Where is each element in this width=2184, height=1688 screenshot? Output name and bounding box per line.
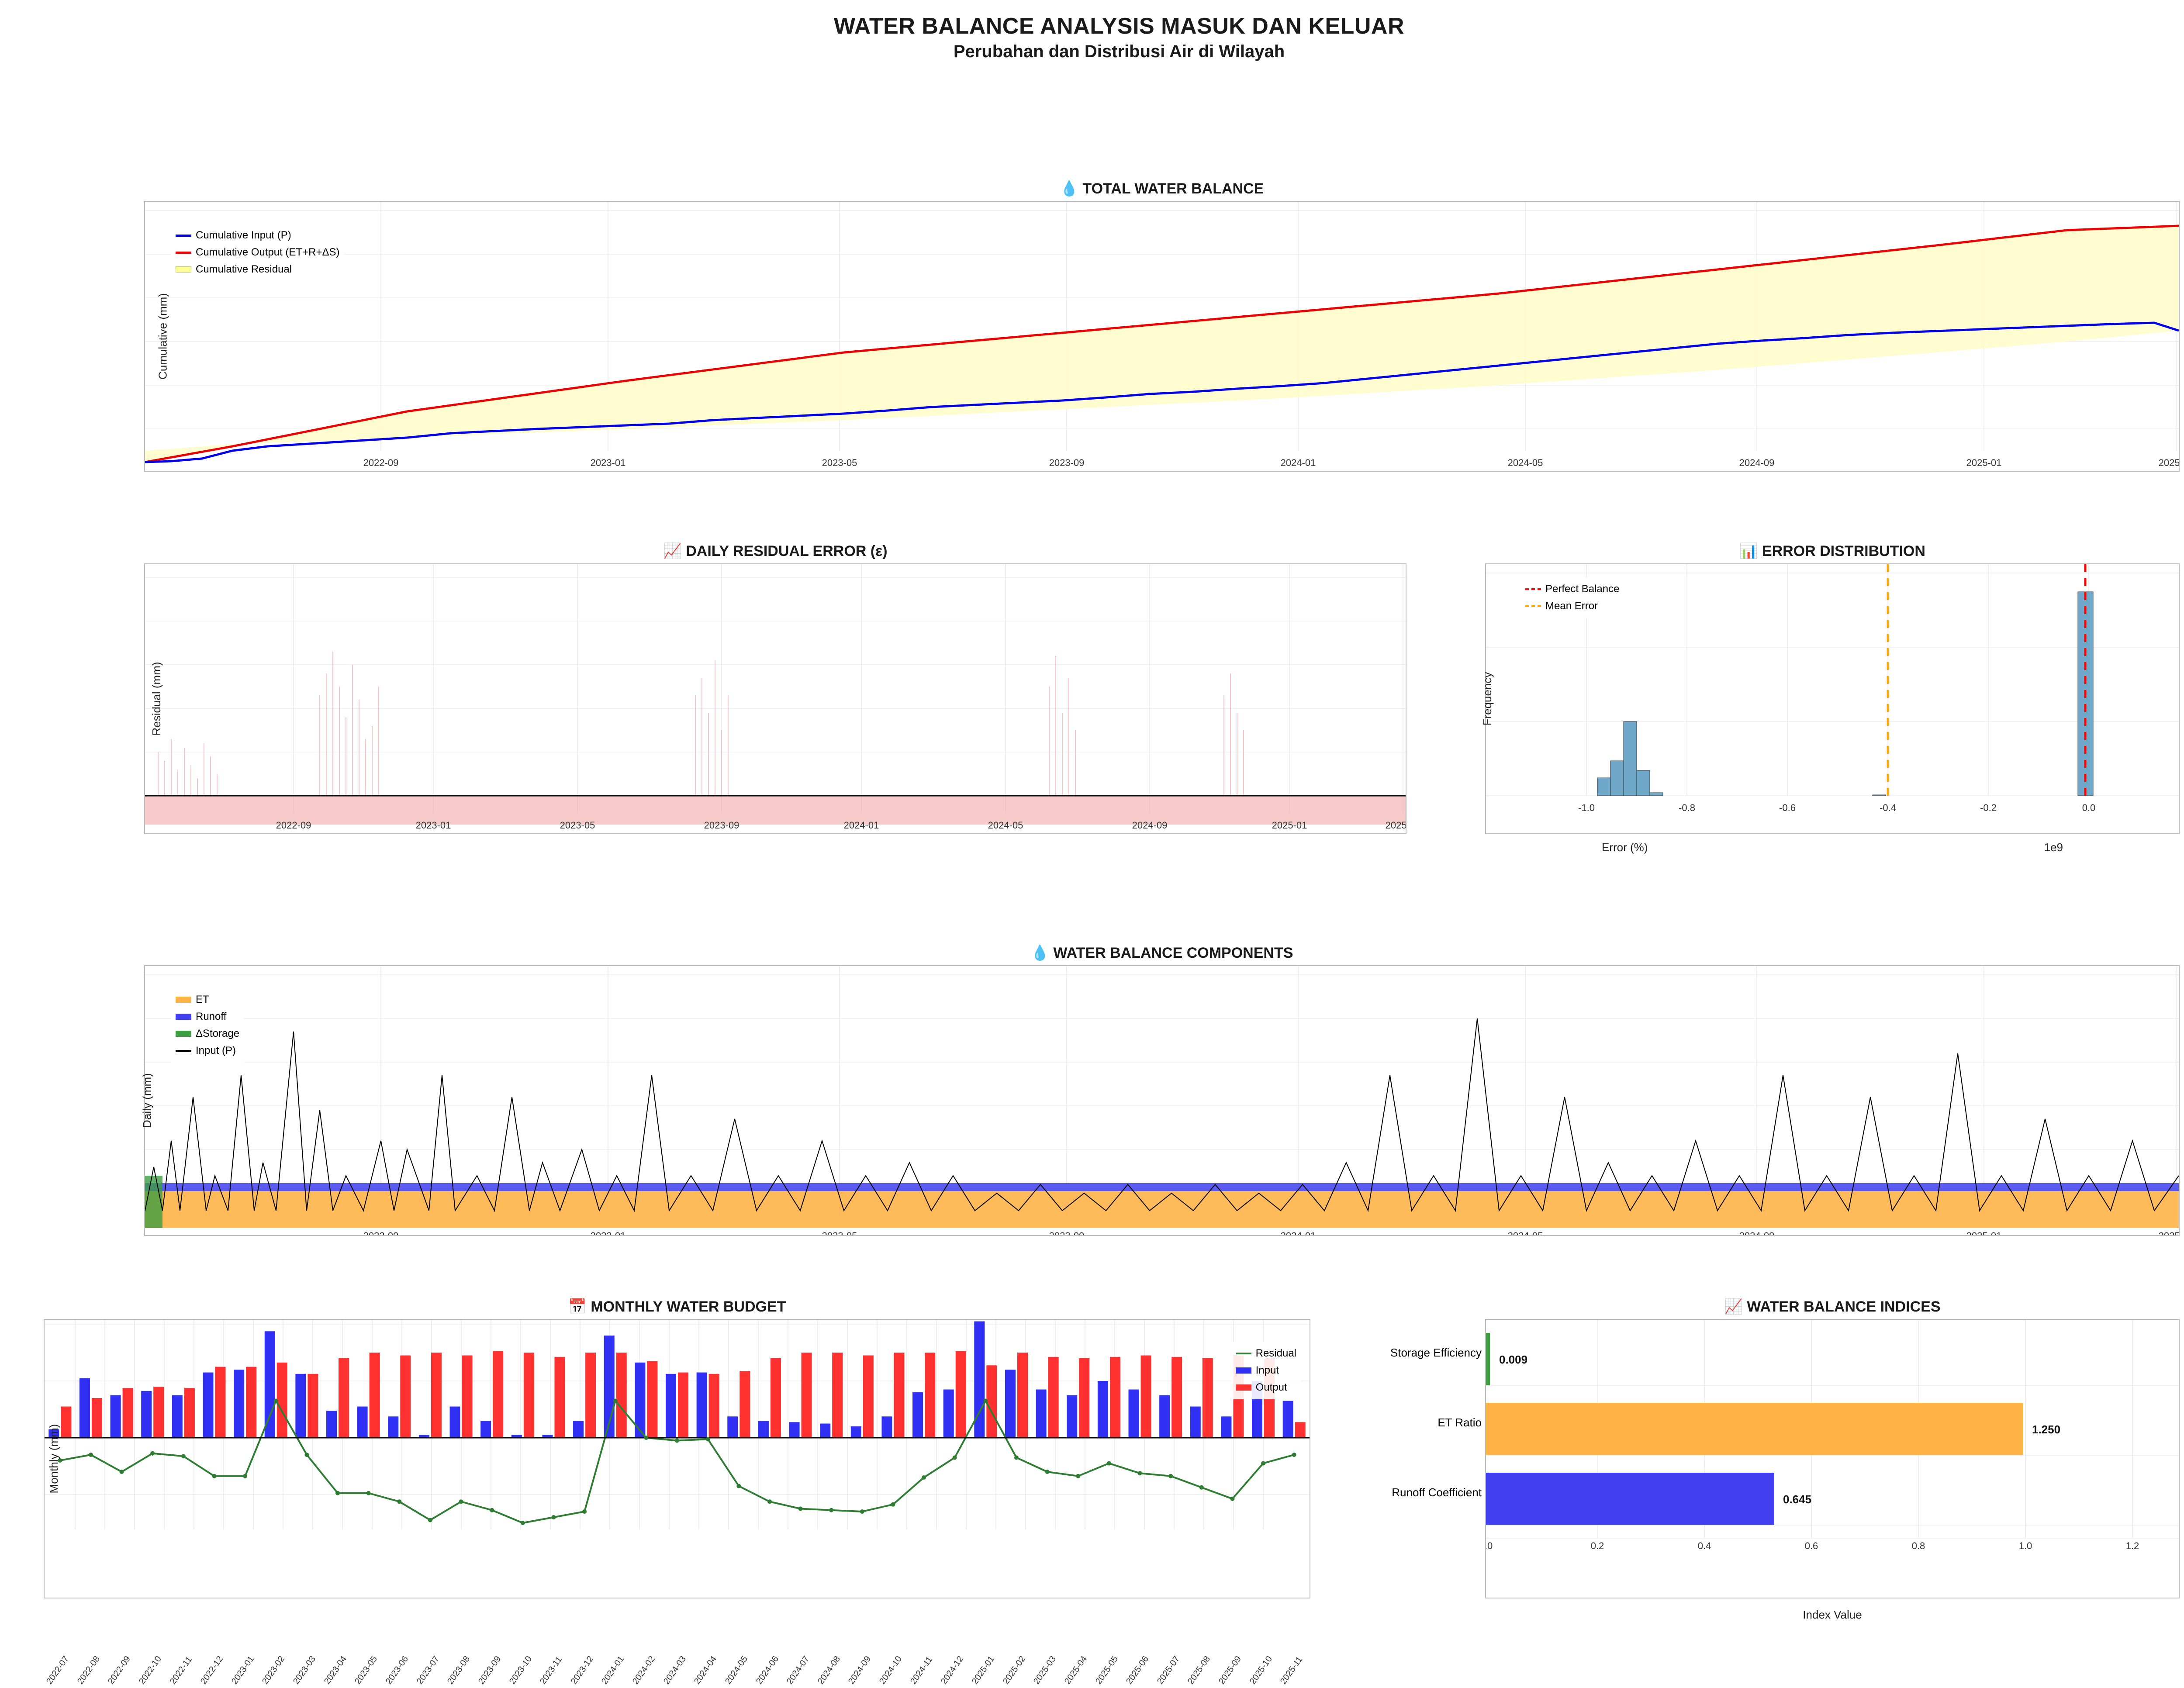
- svg-text:2025-01: 2025-01: [1966, 1230, 2002, 1235]
- water-balance-components-ylabel: Daily (mm): [140, 1073, 154, 1128]
- svg-text:2023-09: 2023-09: [1049, 1230, 1085, 1235]
- monthly-water-budget-ylabel: Monthly (mm): [47, 1424, 61, 1494]
- svg-text:2024-01: 2024-01: [1281, 1230, 1316, 1235]
- svg-text:2023-01: 2023-01: [591, 457, 626, 468]
- error-distribution-xlabel: Error (%) 1e9: [1486, 841, 2179, 854]
- svg-text:2024-01: 2024-01: [1281, 457, 1316, 468]
- page-main-title: WATER BALANCE ANALYSIS MASUK DAN KELUAR: [0, 0, 2184, 39]
- svg-text:2025-01: 2025-01: [1966, 457, 2002, 468]
- svg-text:2025-05: 2025-05: [1386, 820, 1406, 831]
- svg-text:-0.2: -0.2: [1980, 802, 1997, 813]
- svg-text:0.4: 0.4: [1698, 1540, 1711, 1551]
- svg-text:2022-09: 2022-09: [363, 1230, 399, 1235]
- svg-text:2024-09: 2024-09: [1739, 457, 1775, 468]
- svg-text:1.250: 1.250: [2032, 1423, 2060, 1436]
- error-distribution-legend: Perfect Balance Mean Error: [1521, 577, 1624, 618]
- svg-text:-1.0: -1.0: [1578, 802, 1595, 813]
- svg-text:0.8: 0.8: [1912, 1540, 1925, 1551]
- svg-text:2024-05: 2024-05: [1508, 457, 1543, 468]
- daily-residual-chart: -10 0 10 20 30 40 50 2022-09 2023-01 202…: [145, 564, 1406, 833]
- panel-water-balance-components: 💧 WATER BALANCE COMPONENTS Daily (mm): [144, 965, 2180, 1236]
- monthly-budget-legend: Residual Input Output: [1231, 1342, 1301, 1399]
- panel-daily-residual: 📈 DAILY RESIDUAL ERROR (ε) Residual (mm): [144, 563, 1406, 834]
- water-balance-components-chart: 0 10 20 30 40 50 60 2022-09 2023-01 2023…: [145, 966, 2179, 1235]
- water-balance-indices-ylabels: Storage Efficiency ET Ratio Runoff Coeff…: [1372, 1320, 1482, 1538]
- svg-text:0.2: 0.2: [1591, 1540, 1604, 1551]
- svg-text:2024-01: 2024-01: [844, 820, 879, 831]
- svg-text:2022-09: 2022-09: [363, 457, 399, 468]
- monthly-water-budget-title: 📅 MONTHLY WATER BUDGET: [45, 1298, 1310, 1315]
- total-water-balance-title: 💧 TOTAL WATER BALANCE: [145, 180, 2179, 197]
- panel-error-distribution: 📊 ERROR DISTRIBUTION Frequency Error (%)…: [1485, 563, 2180, 834]
- svg-text:0.0: 0.0: [1486, 1540, 1493, 1551]
- svg-text:0.645: 0.645: [1783, 1493, 1811, 1506]
- svg-text:2022-09: 2022-09: [276, 820, 311, 831]
- svg-text:-0.8: -0.8: [1679, 802, 1695, 813]
- svg-text:0.6: 0.6: [1805, 1540, 1818, 1551]
- svg-text:0.0: 0.0: [2082, 802, 2096, 813]
- water-balance-indices-xlabel: Index Value: [1486, 1608, 2179, 1622]
- svg-text:0.009: 0.009: [1499, 1353, 1527, 1366]
- water-balance-components-title: 💧 WATER BALANCE COMPONENTS: [145, 944, 2179, 962]
- panel-monthly-water-budget: 📅 MONTHLY WATER BUDGET Monthly (mm): [44, 1319, 1310, 1598]
- total-balance-ylabel: Cumulative (mm): [156, 293, 169, 380]
- svg-text:2024-05: 2024-05: [988, 820, 1023, 831]
- svg-text:2023-05: 2023-05: [822, 457, 857, 468]
- svg-text:-0.6: -0.6: [1779, 802, 1796, 813]
- page-sub-title: Perubahan dan Distribusi Air di Wilayah: [0, 42, 2184, 62]
- svg-text:2024-09: 2024-09: [1132, 820, 1168, 831]
- daily-residual-ylabel: Residual (mm): [150, 662, 163, 735]
- error-distribution-ylabel: Frequency: [1481, 672, 1494, 726]
- monthly-water-budget-chart: -200 0 200 400: [45, 1320, 1310, 1551]
- svg-text:2023-09: 2023-09: [704, 820, 740, 831]
- water-balance-components-legend: ET Runoff ΔStorage Input (P): [171, 988, 244, 1063]
- svg-text:2025-05: 2025-05: [2159, 1230, 2179, 1235]
- svg-text:2023-05: 2023-05: [822, 1230, 857, 1235]
- svg-text:2023-05: 2023-05: [560, 820, 595, 831]
- svg-text:1.2: 1.2: [2126, 1540, 2139, 1551]
- total-balance-legend: Cumulative Input (P) Cumulative Output (…: [171, 224, 344, 281]
- svg-text:1.0: 1.0: [2019, 1540, 2032, 1551]
- svg-text:2024-09: 2024-09: [1739, 1230, 1775, 1235]
- water-balance-indices-chart: 0.009 1.250 0.645 0.0 0.2 0.4 0.6 0.8 1.…: [1486, 1320, 2179, 1551]
- svg-text:2024-05: 2024-05: [1508, 1230, 1543, 1235]
- panel-total-water-balance: 💧 TOTAL WATER BALANCE Cumulative (mm): [144, 201, 2180, 472]
- svg-text:2023-01: 2023-01: [416, 820, 451, 831]
- total-water-balance-chart: 12000 10000 8000 6000 4000 2000 0 2022-0…: [145, 202, 2179, 471]
- svg-text:2023-01: 2023-01: [591, 1230, 626, 1235]
- svg-text:2023-09: 2023-09: [1049, 457, 1085, 468]
- panel-water-balance-indices: 📈 WATER BALANCE INDICES Index Value 0.00…: [1485, 1319, 2180, 1598]
- svg-text:2025-05: 2025-05: [2159, 457, 2179, 468]
- error-distribution-title: 📊 ERROR DISTRIBUTION: [1486, 542, 2179, 560]
- svg-text:2025-01: 2025-01: [1272, 820, 1307, 831]
- dashboard-root: WATER BALANCE ANALYSIS MASUK DAN KELUAR …: [0, 0, 2184, 1688]
- daily-residual-title: 📈 DAILY RESIDUAL ERROR (ε): [145, 542, 1406, 560]
- svg-text:-0.4: -0.4: [1880, 802, 1896, 813]
- water-balance-indices-title: 📈 WATER BALANCE INDICES: [1486, 1298, 2179, 1315]
